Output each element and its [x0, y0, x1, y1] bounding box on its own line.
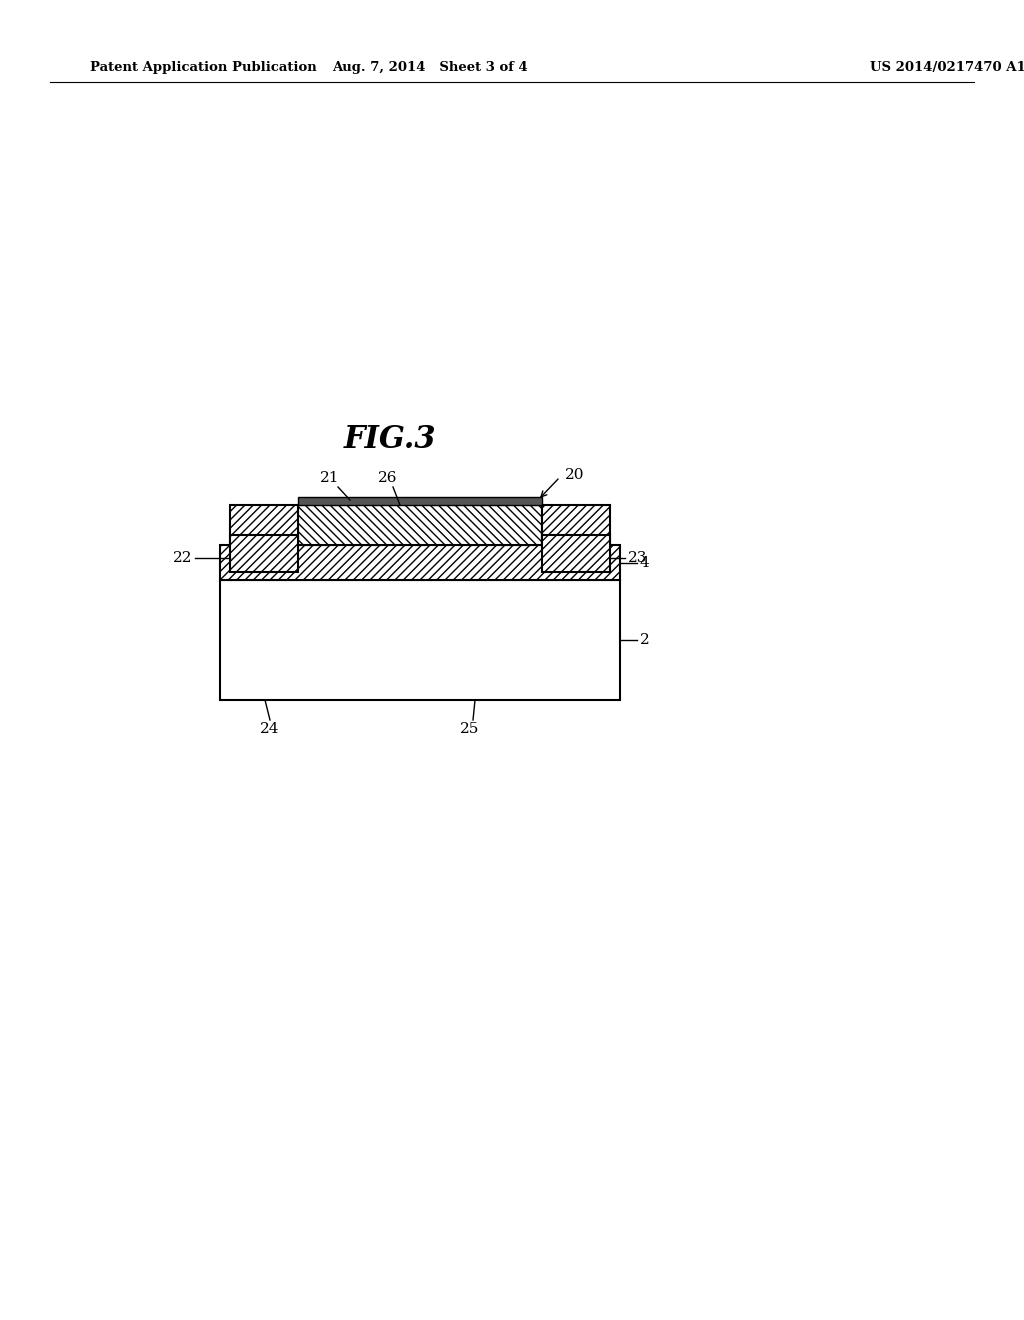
Text: 4: 4	[640, 556, 650, 570]
Text: FIG.3: FIG.3	[344, 425, 436, 455]
Bar	[542, 535, 610, 572]
Text: 26: 26	[378, 471, 397, 484]
Text: 22: 22	[172, 550, 193, 565]
Text: Aug. 7, 2014   Sheet 3 of 4: Aug. 7, 2014 Sheet 3 of 4	[332, 62, 528, 74]
Text: 2: 2	[640, 634, 650, 647]
Text: US 2014/0217470 A1: US 2014/0217470 A1	[870, 62, 1024, 74]
Bar	[230, 535, 298, 572]
Bar	[298, 498, 542, 506]
Text: 20: 20	[565, 469, 585, 482]
Bar	[542, 506, 610, 545]
Text: 25: 25	[461, 722, 479, 737]
Text: Patent Application Publication: Patent Application Publication	[90, 62, 316, 74]
Bar	[230, 506, 298, 545]
Text: 23: 23	[628, 550, 647, 565]
Bar	[220, 579, 620, 700]
Bar	[220, 545, 620, 579]
Text: 24: 24	[260, 722, 280, 737]
Text: 21: 21	[321, 471, 340, 484]
Bar	[298, 506, 542, 545]
